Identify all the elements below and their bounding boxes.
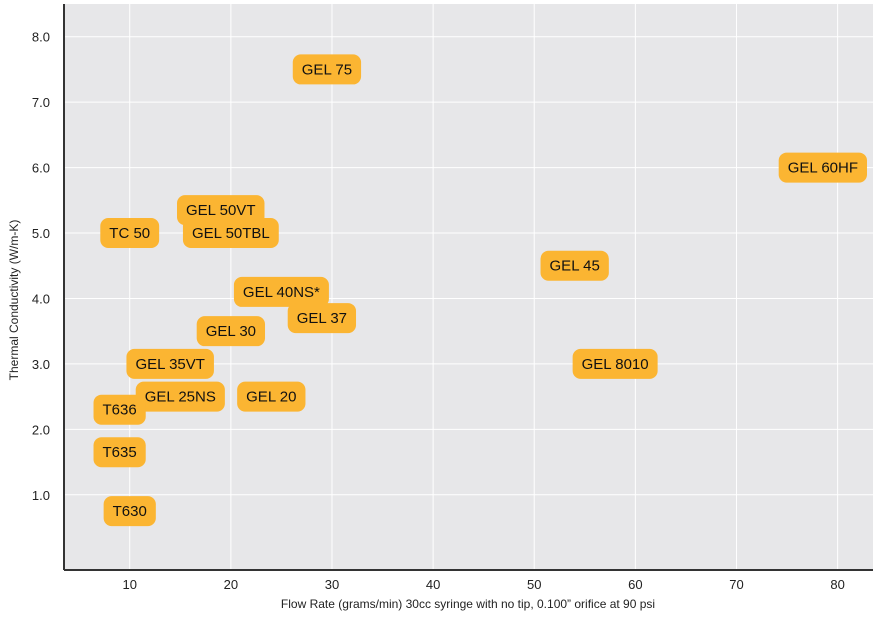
data-points: GEL 75 GEL 60HF GEL 50VT GEL 50TBL TC 50 GEL … bbox=[93, 54, 867, 527]
x-tick-label: 20 bbox=[224, 577, 238, 592]
data-point-marker bbox=[287, 303, 357, 334]
x-tick-label: 50 bbox=[527, 577, 541, 592]
y-tick-label: 7.0 bbox=[32, 95, 50, 110]
data-point-label: GEL 37 bbox=[297, 310, 347, 327]
data-point: TC 50 bbox=[100, 218, 160, 249]
data-point-marker bbox=[177, 195, 265, 226]
data-point-marker bbox=[93, 437, 146, 468]
x-tick-label: 80 bbox=[830, 577, 844, 592]
data-point-marker bbox=[237, 381, 306, 412]
data-point-marker bbox=[182, 218, 279, 249]
data-point: GEL 35VT bbox=[126, 348, 214, 379]
data-point-label: GEL 50VT bbox=[186, 202, 255, 219]
data-point-label: TC 50 bbox=[109, 225, 150, 242]
data-point: GEL 25NS bbox=[135, 381, 225, 412]
data-point: GEL 40NS* bbox=[233, 276, 329, 307]
data-point-marker bbox=[100, 218, 160, 249]
x-tick-label: 70 bbox=[729, 577, 743, 592]
data-point: GEL 60HF bbox=[778, 152, 867, 183]
data-point: GEL 20 bbox=[237, 381, 306, 412]
y-tick-label: 2.0 bbox=[32, 422, 50, 437]
y-tick-label: 6.0 bbox=[32, 161, 50, 176]
data-point: T635 bbox=[93, 437, 146, 468]
data-point-marker bbox=[126, 348, 214, 379]
data-point: GEL 45 bbox=[540, 250, 609, 281]
data-point-marker bbox=[103, 496, 156, 527]
y-axis-label: Thermal Conductivity (W/m-K) bbox=[7, 220, 21, 381]
data-point-marker bbox=[196, 316, 266, 347]
data-point-label: T630 bbox=[113, 503, 147, 520]
data-point-label: GEL 45 bbox=[550, 258, 600, 275]
data-point-label: T636 bbox=[103, 402, 137, 419]
y-tick-label: 5.0 bbox=[32, 226, 50, 241]
data-point: GEL 30 bbox=[196, 316, 266, 347]
data-point-marker bbox=[292, 54, 362, 85]
y-tick-label: 8.0 bbox=[32, 30, 50, 45]
y-axis-ticks: 1.0 2.0 3.0 4.0 5.0 6.0 7.0 8.0 bbox=[32, 30, 50, 503]
x-tick-label: 10 bbox=[122, 577, 136, 592]
x-axis-ticks: 10 20 30 40 50 60 70 80 bbox=[122, 577, 844, 592]
y-tick-label: 1.0 bbox=[32, 488, 50, 503]
x-tick-label: 30 bbox=[325, 577, 339, 592]
data-point-label: GEL 50TBL bbox=[192, 225, 270, 242]
data-point: GEL 8010 bbox=[572, 348, 658, 379]
data-point-label: GEL 20 bbox=[246, 389, 296, 406]
data-point-marker bbox=[572, 348, 658, 379]
x-tick-label: 60 bbox=[628, 577, 642, 592]
data-point: T630 bbox=[103, 496, 156, 527]
data-point-label: GEL 30 bbox=[206, 323, 256, 340]
data-point-label: T635 bbox=[103, 444, 137, 461]
data-point-label: GEL 40NS* bbox=[243, 284, 320, 301]
data-point-label: GEL 75 bbox=[302, 61, 352, 78]
plot-background bbox=[64, 4, 873, 570]
data-point-marker bbox=[135, 381, 225, 412]
data-point: T636 bbox=[93, 394, 146, 425]
axes bbox=[63, 4, 873, 571]
data-point-label: GEL 60HF bbox=[788, 160, 858, 177]
data-point-label: GEL 35VT bbox=[135, 356, 204, 373]
y-tick-label: 3.0 bbox=[32, 357, 50, 372]
x-tick-label: 40 bbox=[426, 577, 440, 592]
data-point-marker bbox=[778, 152, 867, 183]
data-point-label: GEL 8010 bbox=[582, 356, 649, 373]
data-point: GEL 50VT bbox=[177, 195, 265, 226]
data-point: GEL 37 bbox=[287, 303, 357, 334]
data-point: GEL 75 bbox=[292, 54, 362, 85]
data-point-marker bbox=[233, 276, 329, 307]
data-point: GEL 50TBL bbox=[182, 218, 279, 249]
y-tick-label: 4.0 bbox=[32, 291, 50, 306]
data-point-marker bbox=[540, 250, 609, 281]
data-point-label: GEL 25NS bbox=[145, 389, 216, 406]
x-axis-label: Flow Rate (grams/min) 30cc syringe with … bbox=[281, 597, 655, 611]
data-point-marker bbox=[93, 394, 146, 425]
